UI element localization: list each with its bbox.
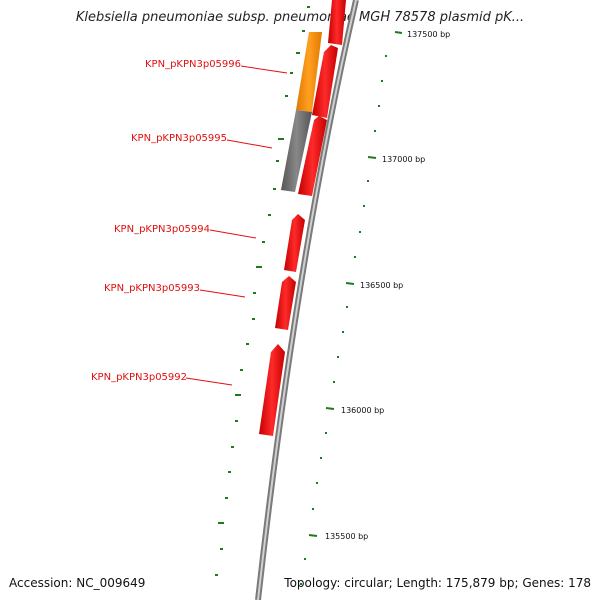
gene-red-top[interactable] bbox=[328, 0, 346, 45]
gene-label-05994[interactable]: KPN_pKPN3p05994 bbox=[114, 224, 210, 235]
label-leaders bbox=[185, 65, 288, 386]
gene-label-05993[interactable]: KPN_pKPN3p05993 bbox=[104, 283, 200, 294]
gene-red-4[interactable] bbox=[275, 276, 296, 330]
gene-label-05996[interactable]: KPN_pKPN3p05996 bbox=[145, 59, 241, 70]
accession-text: Accession: NC_009649 bbox=[9, 576, 146, 590]
tick-label-137000: 137000 bp bbox=[382, 155, 425, 164]
ruler-minor-ticks bbox=[300, 10, 390, 585]
gene-label-05995[interactable]: KPN_pKPN3p05995 bbox=[131, 133, 227, 144]
tick-label-135500: 135500 bp bbox=[325, 532, 368, 541]
gene-grey-segment[interactable] bbox=[281, 110, 312, 192]
ruler-major-ticks bbox=[308, 31, 403, 537]
gene-red-2[interactable] bbox=[298, 116, 327, 196]
tick-label-136500: 136500 bp bbox=[360, 281, 403, 290]
topology-summary: Topology: circular; Length: 175,879 bp; … bbox=[284, 576, 591, 590]
map-title: Klebsiella pneumoniae subsp. pneumoniae … bbox=[75, 10, 525, 25]
gene-red-1[interactable] bbox=[312, 45, 338, 118]
gene-orange-segment[interactable] bbox=[296, 32, 322, 112]
tick-label-137500: 137500 bp bbox=[407, 30, 450, 39]
tick-label-136000: 136000 bp bbox=[341, 406, 384, 415]
gc-skew-track bbox=[215, 6, 310, 576]
gene-red-5[interactable] bbox=[259, 344, 285, 436]
gene-red-3[interactable] bbox=[284, 214, 305, 272]
gene-label-05992[interactable]: KPN_pKPN3p05992 bbox=[91, 372, 187, 383]
